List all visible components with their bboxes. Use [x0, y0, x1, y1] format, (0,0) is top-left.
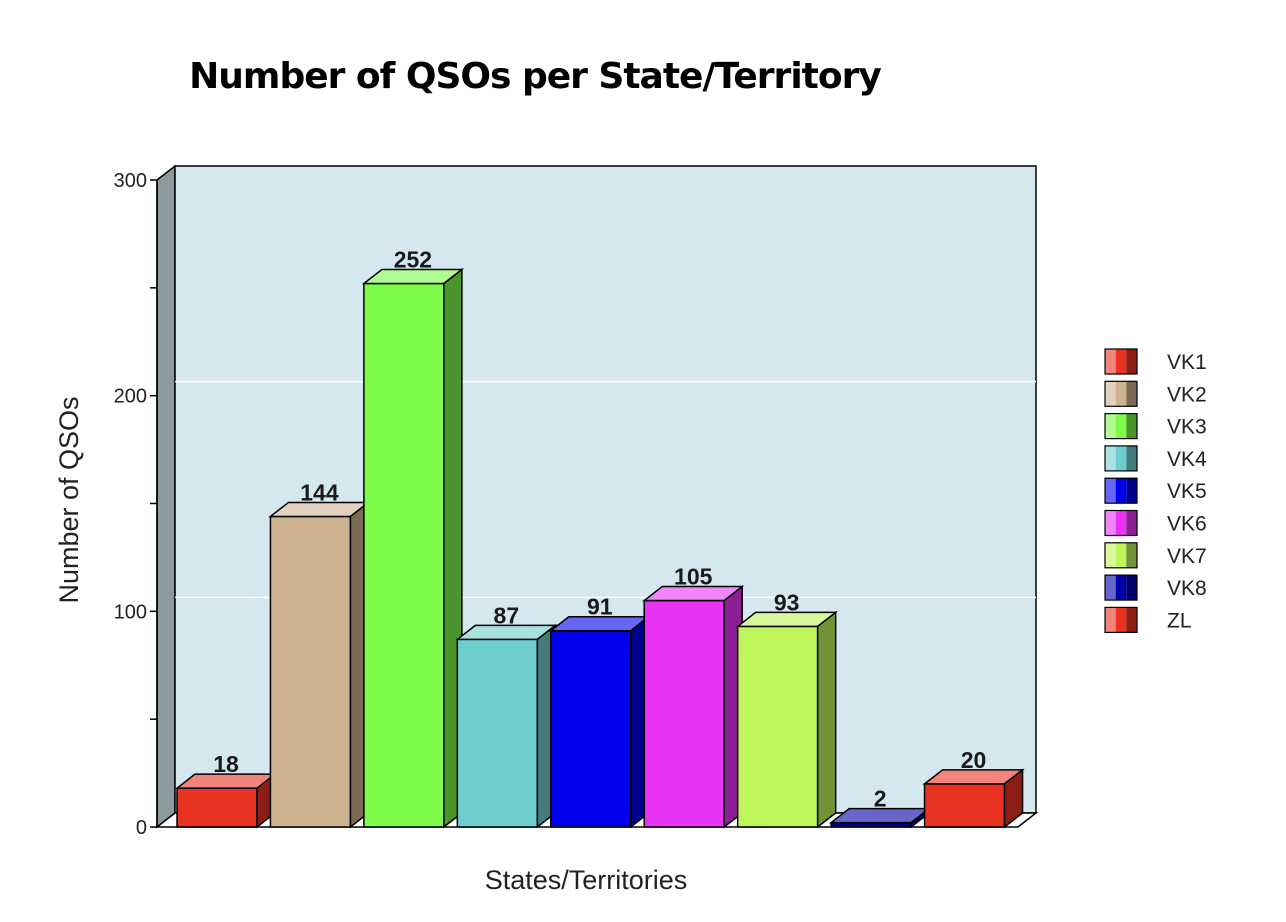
- y-tick-label: 300: [114, 170, 147, 192]
- legend-swatch-mid: [1115, 445, 1127, 471]
- bar-front: [923, 783, 1006, 828]
- bars: [174, 267, 1025, 829]
- legend-swatch-mid: [1115, 607, 1127, 633]
- data-label: 105: [674, 564, 713, 590]
- bar-side: [1003, 768, 1024, 829]
- legend-swatch-light: [1105, 575, 1116, 601]
- data-label: 18: [213, 751, 239, 777]
- data-labels: 18 144 252 87 91 105 93 2 20: [213, 247, 986, 812]
- legend-item-VK1: VK1: [1104, 348, 1207, 375]
- bar-VK5: [548, 615, 651, 829]
- legend-label: ZL: [1167, 609, 1192, 632]
- bar-front: [176, 787, 258, 828]
- y-axis: 0 100 200 300: [114, 170, 158, 839]
- legend-swatch-border: [1104, 348, 1138, 375]
- bar-front: [269, 515, 352, 828]
- legend-swatch-border: [1104, 542, 1138, 569]
- legend-swatch-dark: [1126, 381, 1137, 407]
- legend-swatch-dark: [1126, 510, 1137, 536]
- bar-front: [456, 638, 539, 828]
- bar-VK3: [361, 267, 465, 829]
- legend-swatch-dark: [1126, 349, 1137, 374]
- legend-swatch-light: [1105, 381, 1116, 407]
- y-tick-label: 100: [114, 601, 147, 623]
- bar-VK4: [455, 623, 558, 829]
- legend-swatch-light: [1105, 607, 1116, 633]
- bar-front: [550, 629, 632, 828]
- data-label: 20: [961, 747, 987, 773]
- legend-swatch-mid: [1115, 349, 1127, 374]
- legend-swatch-light: [1105, 349, 1116, 374]
- bar-VK7: [735, 610, 838, 829]
- y-tick-label: 0: [136, 817, 147, 839]
- legend-swatch-border: [1104, 380, 1138, 407]
- legend-swatch-border: [1104, 574, 1138, 601]
- bar-ZL: [922, 768, 1025, 829]
- legend-item-VK5: VK5: [1104, 477, 1207, 504]
- legend-label: VK1: [1167, 351, 1207, 374]
- legend-swatch-light: [1105, 445, 1116, 471]
- chart-title: Number of QSOs per State/Territory: [189, 56, 881, 97]
- legend: VK1 VK2 VK3 VK4 VK5 VK6 VK7 VK8 ZL: [1104, 348, 1207, 634]
- legend-swatch-mid: [1115, 413, 1127, 439]
- legend-swatch-mid: [1115, 478, 1127, 504]
- legend-swatch-border: [1104, 413, 1138, 440]
- data-label: 252: [394, 247, 432, 273]
- legend-swatch-dark: [1126, 607, 1137, 633]
- bar-front: [363, 282, 445, 828]
- legend-label: VK5: [1167, 480, 1207, 503]
- legend-item-VK6: VK6: [1104, 509, 1207, 537]
- bar-side: [816, 610, 837, 829]
- legend-swatch-light: [1105, 413, 1116, 439]
- data-label: 91: [587, 594, 613, 620]
- data-label: 87: [494, 602, 520, 628]
- legend-swatch-border: [1104, 606, 1138, 634]
- bar-VK1: [174, 772, 278, 829]
- legend-swatch-border: [1104, 509, 1138, 537]
- legend-label: VK4: [1167, 448, 1207, 471]
- legend-label: VK3: [1167, 416, 1207, 439]
- legend-item-VK2: VK2: [1104, 380, 1207, 407]
- legend-swatch-dark: [1126, 445, 1137, 471]
- legend-item-VK4: VK4: [1104, 445, 1207, 472]
- legend-swatch-light: [1105, 478, 1116, 504]
- bar-VK6: [642, 585, 745, 829]
- legend-swatch-dark: [1126, 575, 1137, 601]
- side-wall: [156, 164, 176, 829]
- bar-front: [643, 599, 725, 828]
- legend-item-ZL: ZL: [1104, 606, 1192, 634]
- bar-VK2: [268, 500, 371, 829]
- legend-swatch-dark: [1126, 413, 1137, 439]
- legend-swatch-dark: [1126, 542, 1137, 568]
- x-axis-title: States/Territories: [485, 865, 688, 895]
- legend-swatch-border: [1104, 477, 1138, 504]
- legend-swatch-mid: [1115, 542, 1127, 568]
- legend-label: VK7: [1167, 545, 1207, 568]
- data-label: 144: [300, 479, 339, 505]
- legend-item-VK3: VK3: [1104, 413, 1207, 440]
- data-label: 93: [774, 589, 800, 615]
- legend-label: VK6: [1167, 513, 1207, 536]
- y-axis-title: Number of QSOs: [54, 396, 84, 603]
- legend-swatch-light: [1105, 542, 1116, 568]
- y-tick-label: 200: [114, 386, 147, 408]
- legend-item-VK7: VK7: [1104, 542, 1207, 569]
- legend-swatch-light: [1105, 510, 1116, 536]
- bar-front: [736, 625, 819, 828]
- legend-swatch-dark: [1126, 478, 1137, 504]
- legend-swatch-border: [1104, 445, 1138, 472]
- legend-swatch-mid: [1115, 575, 1127, 601]
- legend-swatch-mid: [1115, 510, 1127, 536]
- legend-swatch-mid: [1115, 381, 1127, 407]
- data-label: 2: [874, 786, 887, 812]
- legend-item-VK8: VK8: [1104, 574, 1207, 601]
- legend-label: VK8: [1167, 577, 1207, 600]
- legend-label: VK2: [1167, 383, 1207, 406]
